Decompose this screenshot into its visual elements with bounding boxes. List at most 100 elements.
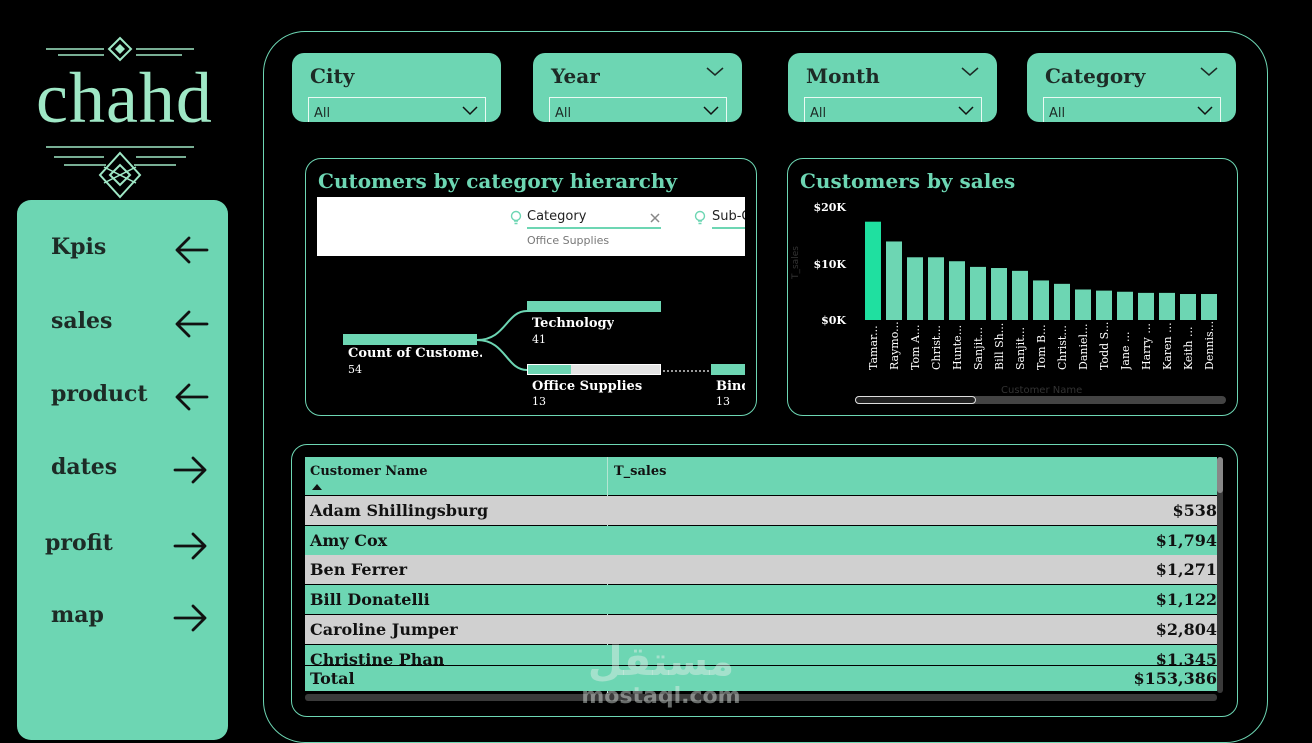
bar[interactable] [928, 257, 944, 320]
logo-ornament-top [46, 36, 194, 62]
filter-dropdown[interactable]: All [308, 97, 486, 122]
chart-scrollbar[interactable] [855, 396, 1226, 404]
chevron-down-icon [462, 106, 478, 116]
lightbulb-icon [510, 210, 522, 225]
sidebar-item-dates[interactable]: dates [17, 446, 228, 496]
x-tick-label: Tom A... [909, 324, 922, 370]
panel-title: Cutomers by category hierarchy [318, 169, 678, 193]
bar[interactable] [1054, 283, 1070, 320]
sidebar-item-label: dates [51, 454, 118, 480]
table-row[interactable]: Bill Donatelli $1,122 [305, 585, 1217, 614]
sidebar-item-product[interactable]: product [17, 373, 228, 423]
bar[interactable] [1201, 294, 1217, 320]
filter-dropdown[interactable]: All [804, 97, 982, 122]
sidebar-item-label: Kpis [51, 234, 107, 260]
x-tick-label: Jane ... [1119, 331, 1132, 370]
decomp-toolbar: Category Office Supplies Sub-C [317, 197, 745, 256]
filter-title: Year [551, 64, 600, 88]
table-total-row: Total $153,386 [305, 665, 1217, 691]
table-horizontal-scrollbar[interactable] [305, 694, 1217, 701]
bar[interactable] [1138, 292, 1154, 320]
tree-node-bar-fill [528, 365, 571, 374]
bar[interactable] [1159, 292, 1175, 320]
bar[interactable] [886, 241, 902, 320]
bar-chart-svg [865, 221, 1217, 320]
bar[interactable] [865, 221, 881, 320]
arrow-left-icon [175, 383, 209, 411]
close-icon[interactable] [650, 213, 660, 223]
table-row[interactable]: Amy Cox $1,794 [305, 526, 1217, 555]
x-tick-label: Daniel... [1077, 323, 1090, 371]
chevron-down-icon[interactable] [706, 67, 724, 77]
decomp-connectors [476, 310, 710, 372]
filter-city[interactable]: City All [292, 53, 501, 122]
filter-year[interactable]: Year All [533, 53, 742, 122]
logo-text: chahd [36, 58, 213, 138]
table-scrollbar-thumb[interactable] [1217, 457, 1223, 493]
lightbulb-icon [694, 210, 706, 225]
tree-node-bar-technology[interactable] [527, 301, 661, 312]
arrow-right-icon [173, 532, 207, 560]
table-row[interactable]: Ben Ferrer $1,271 [305, 555, 1217, 584]
sidebar-item-sales[interactable]: sales [17, 300, 228, 350]
bar[interactable] [1075, 289, 1091, 320]
level-label[interactable]: Sub-C [712, 209, 745, 224]
filter-value: All [314, 106, 331, 121]
tree-node-count: 54 [348, 363, 362, 376]
bar[interactable] [970, 266, 986, 320]
bar[interactable] [1180, 294, 1196, 320]
filter-dropdown[interactable]: All [1043, 97, 1221, 122]
filter-dropdown[interactable]: All [549, 97, 727, 122]
filter-value: All [810, 106, 827, 121]
sidebar-item-profit[interactable]: profit [17, 522, 228, 572]
sidebar-nav: Kpis sales product dates profit map [17, 200, 228, 740]
column-header-t-sales[interactable]: T_sales [614, 464, 667, 479]
bar[interactable] [1096, 290, 1112, 320]
decomposition-tree-panel: Cutomers by category hierarchy Category … [305, 158, 757, 416]
tree-node-bar-root[interactable] [343, 334, 477, 345]
tree-node-label: Bind [716, 379, 745, 394]
table-row[interactable]: Adam Shillingsburg $538 [305, 496, 1217, 525]
bar[interactable] [949, 261, 965, 320]
table-row[interactable]: Christine Phan $1,345 [305, 645, 1217, 665]
column-header-customer-name[interactable]: Customer Name [310, 464, 428, 479]
chevron-down-icon [703, 106, 719, 116]
x-tick-label: Bill Sh... [993, 322, 1006, 370]
level-underline [712, 227, 745, 229]
level-underline [527, 227, 661, 229]
table-vertical-scrollbar[interactable] [1217, 457, 1223, 693]
level-label[interactable]: Category [527, 209, 587, 224]
tree-node-label: Office Supplies [532, 379, 643, 394]
filter-value: All [1049, 106, 1066, 121]
x-tick-label: Christ... [930, 325, 943, 370]
tree-node-bar-binders[interactable] [711, 364, 745, 375]
chart-scrollbar-thumb[interactable] [855, 396, 976, 404]
sidebar-item-map[interactable]: map [17, 594, 228, 644]
chevron-down-icon[interactable] [961, 67, 979, 77]
bar[interactable] [1012, 270, 1028, 320]
x-tick-label: Raymo... [888, 321, 901, 370]
total-label: Total [310, 669, 355, 688]
arrow-right-icon [173, 604, 207, 632]
bar[interactable] [907, 257, 923, 320]
chevron-down-icon[interactable] [1200, 67, 1218, 77]
sort-ascending-icon[interactable] [312, 484, 322, 490]
sidebar-item-label: product [51, 381, 148, 407]
cell-t-sales: $1,794 [1155, 531, 1217, 550]
filter-month[interactable]: Month All [788, 53, 997, 122]
watermark: مستقل mostaql.com [576, 640, 746, 710]
bar[interactable] [1033, 280, 1049, 320]
x-tick-label: Christ... [1056, 325, 1069, 370]
x-tick-label: Tom B... [1035, 324, 1048, 370]
sidebar-item-kpis[interactable]: Kpis [17, 226, 228, 276]
x-tick-label: Hunte... [951, 324, 964, 370]
tree-node-count: 13 [716, 395, 730, 408]
bar[interactable] [991, 268, 1007, 320]
tree-node-count: 41 [532, 333, 546, 346]
bar[interactable] [1117, 291, 1133, 320]
x-tick-label: Todd S... [1098, 321, 1111, 370]
cell-t-sales: $538 [1172, 501, 1217, 520]
filter-category[interactable]: Category All [1027, 53, 1236, 122]
tree-node-bar-office-supplies[interactable] [527, 364, 661, 375]
table-row[interactable]: Caroline Jumper $2,804 [305, 615, 1217, 644]
